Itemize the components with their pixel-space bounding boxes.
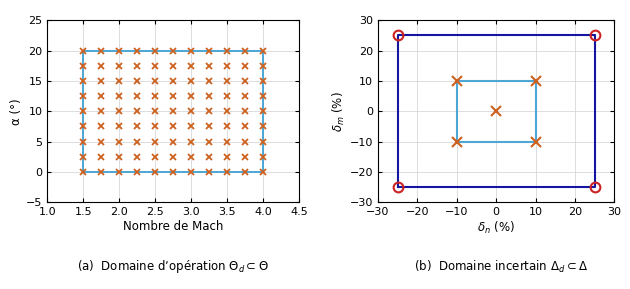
- Y-axis label: $\delta_m$ (%): $\delta_m$ (%): [331, 91, 347, 131]
- Text: (b)  Domaine incertain $\Delta_d \subset \Delta$: (b) Domaine incertain $\Delta_d \subset …: [414, 258, 588, 275]
- Text: (a)  Domaine d’opération $\Theta_d \subset \Theta$: (a) Domaine d’opération $\Theta_d \subse…: [77, 257, 269, 275]
- X-axis label: $\delta_n$ (%): $\delta_n$ (%): [477, 220, 515, 236]
- Y-axis label: α (°): α (°): [10, 98, 23, 125]
- X-axis label: Nombre de Mach: Nombre de Mach: [123, 220, 224, 233]
